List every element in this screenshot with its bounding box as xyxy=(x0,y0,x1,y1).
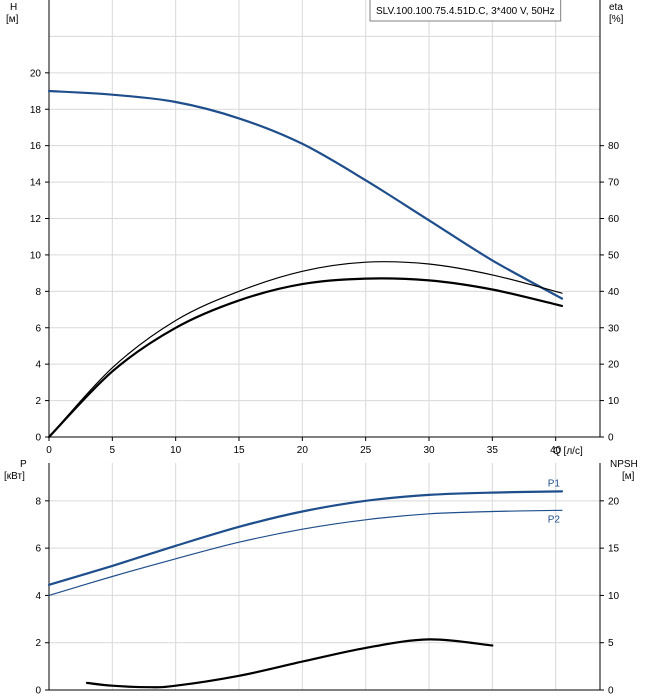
top-left-tick-label: 2 xyxy=(35,396,41,407)
top-left-tick-label: 14 xyxy=(30,178,42,189)
top-left-axis-label-name: H xyxy=(10,2,17,13)
top-x-tick-label: 0 xyxy=(46,445,52,456)
bottom-left-tick-label: 2 xyxy=(35,638,41,649)
top-right-axis-label-unit: [%] xyxy=(609,14,624,25)
efficiency-curve-upper xyxy=(48,261,563,438)
top-x-tick-label: 10 xyxy=(170,445,182,456)
top-left-tick-label: 20 xyxy=(30,68,42,79)
chart-title: SLV.100.100.75.4.51D.C, 3*400 V, 50Hz xyxy=(376,6,555,17)
bottom-left-tick-label: 0 xyxy=(35,686,41,697)
bottom-left-tick-label: 4 xyxy=(35,591,41,602)
bottom-left-tick-label: 6 xyxy=(35,544,41,555)
bottom-right-tick-label: 10 xyxy=(608,591,620,602)
top-right-tick-label: 0 xyxy=(608,433,614,444)
top-left-tick-label: 16 xyxy=(30,141,42,152)
top-left-tick-label: 8 xyxy=(35,287,41,298)
p1-power-curve-label: P1 xyxy=(548,478,561,489)
bottom-right-tick-label: 20 xyxy=(608,496,620,507)
top-right-tick-label: 80 xyxy=(608,141,620,152)
head-curve xyxy=(47,89,564,300)
top-x-tick-label: 5 xyxy=(110,445,116,456)
top-left-axis-label-unit: [м] xyxy=(6,14,19,25)
x-axis-label: Q [л/с] xyxy=(553,446,583,457)
p1-power-curve xyxy=(47,490,564,586)
bottom-right-axis-label-unit: [м] xyxy=(622,471,635,482)
chart-title-box xyxy=(369,0,562,22)
bottom-left-axis-label-name: P xyxy=(20,459,27,470)
top-right-tick-label: 20 xyxy=(608,360,620,371)
top-right-axis-label-name: eta xyxy=(609,2,623,13)
chart-labels: SLV.100.100.75.4.51D.C, 3*400 V, 50Hz H … xyxy=(4,0,638,482)
power-npsh-chart: 0 2 4 6 8 0 5 10 15 20 P1 P2 xyxy=(35,463,620,697)
top-right-tick-label: 60 xyxy=(608,214,620,225)
bottom-left-tick-label: 8 xyxy=(35,496,41,507)
bottom-right-axis-label-name: NPSH xyxy=(610,459,638,470)
bottom-right-tick-label: 5 xyxy=(608,638,614,649)
top-left-tick-label: 4 xyxy=(35,360,41,371)
top-x-tick-label: 20 xyxy=(297,445,309,456)
top-right-tick-label: 70 xyxy=(608,178,620,189)
top-right-tick-label: 50 xyxy=(608,250,620,261)
npsh-curve xyxy=(85,638,494,689)
bottom-right-tick-label: 0 xyxy=(608,686,614,697)
top-x-tick-label: 30 xyxy=(423,445,435,456)
p2-power-curve xyxy=(48,509,563,596)
top-right-tick-label: 40 xyxy=(608,287,620,298)
top-x-tick-label: 25 xyxy=(360,445,372,456)
top-left-tick-label: 0 xyxy=(35,433,41,444)
top-x-tick-label: 40 xyxy=(550,445,562,456)
top-left-tick-label: 18 xyxy=(30,105,42,116)
head-efficiency-chart: 0 2 4 6 8 10 12 14 16 18 20 0 10 20 30 40 50 60 70 80 0 5 10 15… xyxy=(30,0,620,456)
bottom-right-tick-label: 15 xyxy=(608,544,620,555)
top-x-tick-label: 35 xyxy=(487,445,499,456)
top-left-tick-label: 12 xyxy=(30,214,42,225)
top-right-tick-label: 30 xyxy=(608,323,620,334)
efficiency-curve-lower xyxy=(47,277,564,439)
top-right-tick-label: 10 xyxy=(608,396,620,407)
top-x-tick-label: 15 xyxy=(233,445,245,456)
p2-power-curve-label: P2 xyxy=(548,514,561,525)
top-left-tick-label: 10 xyxy=(30,250,42,261)
bottom-left-axis-label-unit: [кВт] xyxy=(4,471,25,482)
top-left-tick-label: 6 xyxy=(35,323,41,334)
